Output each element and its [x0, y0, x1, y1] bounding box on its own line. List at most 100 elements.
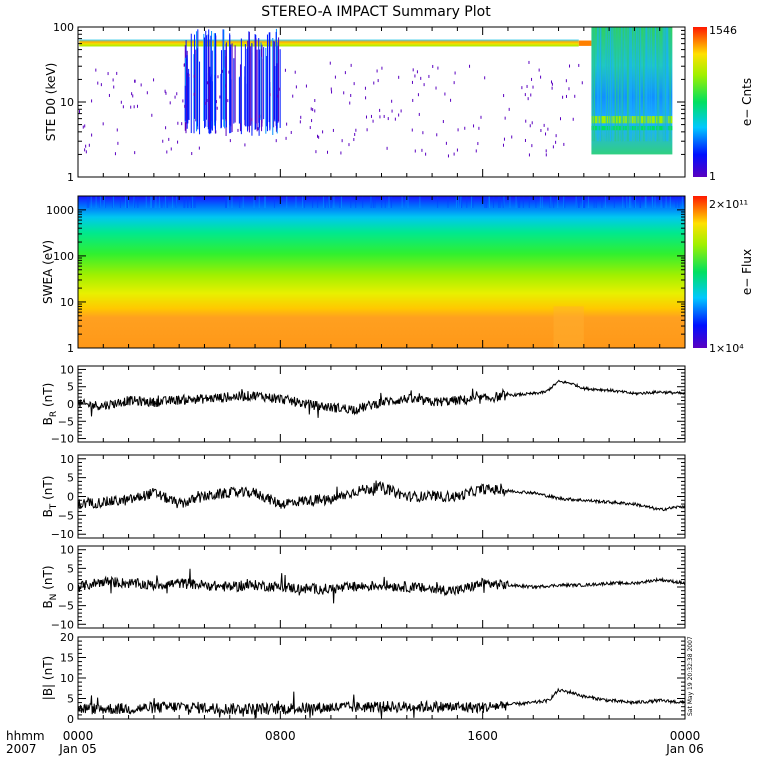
- ste-count-dot: [377, 79, 379, 83]
- swea-column: [324, 196, 326, 208]
- ste-count-dot: [453, 81, 455, 85]
- ste-count-dot: [334, 75, 336, 79]
- swea-column: [192, 196, 194, 208]
- ste-burst-streak: [273, 40, 275, 128]
- ste-block-streak: [664, 27, 666, 142]
- swea-column: [133, 196, 135, 208]
- ste-burst-streak: [204, 37, 206, 129]
- swea-column: [164, 196, 166, 208]
- swea-column: [519, 196, 521, 208]
- swea-column: [625, 196, 627, 208]
- swea-column: [681, 196, 683, 208]
- swea-column: [575, 196, 577, 208]
- swea-column: [86, 196, 88, 208]
- ste-burst-streak: [214, 33, 216, 130]
- ste-burst-streak: [268, 32, 270, 123]
- swea-column: [286, 196, 288, 208]
- ste-block-streak: [636, 27, 638, 142]
- ste-count-dot: [532, 85, 534, 89]
- ste-count-dot: [132, 94, 134, 98]
- swea-column: [601, 196, 603, 208]
- ste-count-dot: [381, 66, 383, 70]
- x-tick-label: 1600: [467, 729, 498, 743]
- ste-count-dot: [314, 109, 316, 113]
- swea-column: [419, 196, 421, 208]
- ste-count-dot: [217, 75, 219, 79]
- x-row-label-hhmm: hhmm: [6, 729, 45, 743]
- ste-colorbar: [693, 27, 707, 177]
- ste-count-dot: [453, 152, 455, 156]
- ste-count-dot: [116, 128, 118, 132]
- ste-burst-streak: [205, 30, 207, 127]
- ste-count-dot: [79, 110, 81, 114]
- swea-column: [158, 196, 160, 208]
- ste-block-streak: [666, 27, 668, 142]
- ste-count-dot: [181, 122, 183, 126]
- ste-count-dot: [164, 89, 166, 93]
- ste-count-dot: [572, 117, 574, 121]
- btot-panel: 20 15 10 5 0 |B| (nT): [41, 631, 686, 726]
- ste-burst-streak: [240, 38, 242, 135]
- ste-burst-streak: [223, 29, 225, 127]
- ste-count-dot: [174, 95, 176, 99]
- ste-count-dot: [341, 139, 343, 143]
- swea-column: [654, 196, 656, 208]
- y-tick-label: −10: [51, 528, 74, 541]
- ste-count-dot: [411, 128, 413, 132]
- ste-burst-streak: [275, 31, 277, 126]
- ste-count-dot: [85, 144, 87, 148]
- ste-count-dot: [177, 121, 179, 125]
- swea-column: [384, 196, 386, 208]
- ste-count-dot: [177, 140, 179, 144]
- ste-count-dot: [445, 141, 447, 145]
- ste-count-dot: [329, 61, 331, 65]
- ste-count-dot: [182, 99, 184, 103]
- ste-block-streak: [626, 27, 628, 142]
- ste-count-dot: [411, 80, 413, 84]
- ste-count-dot: [574, 94, 576, 98]
- ste-count-dot: [545, 149, 547, 153]
- ste-burst-streak: [246, 83, 248, 126]
- swea-column: [137, 196, 139, 208]
- swea-column: [372, 196, 374, 208]
- swea-column: [327, 196, 329, 208]
- ste-count-dot: [581, 81, 583, 85]
- swea-column: [595, 196, 597, 208]
- swea-column: [503, 196, 505, 208]
- ste-count-dot: [423, 83, 425, 87]
- swea-column: [518, 196, 520, 208]
- ste-count-dot: [133, 105, 135, 109]
- ste-count-dot: [322, 130, 324, 134]
- ste-count-dot: [578, 63, 580, 67]
- swea-colorbar-label: e− Flux: [740, 249, 754, 295]
- ste-count-dot: [162, 139, 164, 143]
- ste-count-dot: [332, 128, 334, 132]
- swea-colorbar-min: 1×10⁴: [709, 342, 744, 355]
- ste-count-dot: [251, 118, 253, 122]
- swea-column: [663, 196, 665, 208]
- ste-count-dot: [140, 83, 142, 87]
- ste-count-dot: [165, 91, 167, 95]
- swea-column: [125, 196, 127, 208]
- ste-count-dot: [257, 127, 259, 131]
- swea-column: [264, 196, 266, 208]
- ste-burst-streak: [196, 31, 198, 132]
- ste-count-dot: [315, 150, 317, 154]
- swea-column: [613, 196, 615, 208]
- ste-burst-streak: [244, 66, 246, 120]
- ste-count-dot: [379, 115, 381, 119]
- ste-count-dot: [366, 128, 368, 132]
- ste-count-dot: [365, 115, 367, 119]
- swea-column: [172, 196, 174, 208]
- ste-burst-streak: [261, 48, 263, 122]
- swea-column: [485, 196, 487, 208]
- ste-count-dot: [300, 115, 302, 119]
- ste-count-dot: [153, 78, 155, 82]
- ste-count-dot: [550, 80, 552, 84]
- bt-frame: [77, 454, 686, 539]
- ste-count-dot: [454, 71, 456, 75]
- swea-column: [486, 196, 488, 208]
- ste-count-dot: [146, 91, 148, 95]
- swea-column: [582, 196, 584, 208]
